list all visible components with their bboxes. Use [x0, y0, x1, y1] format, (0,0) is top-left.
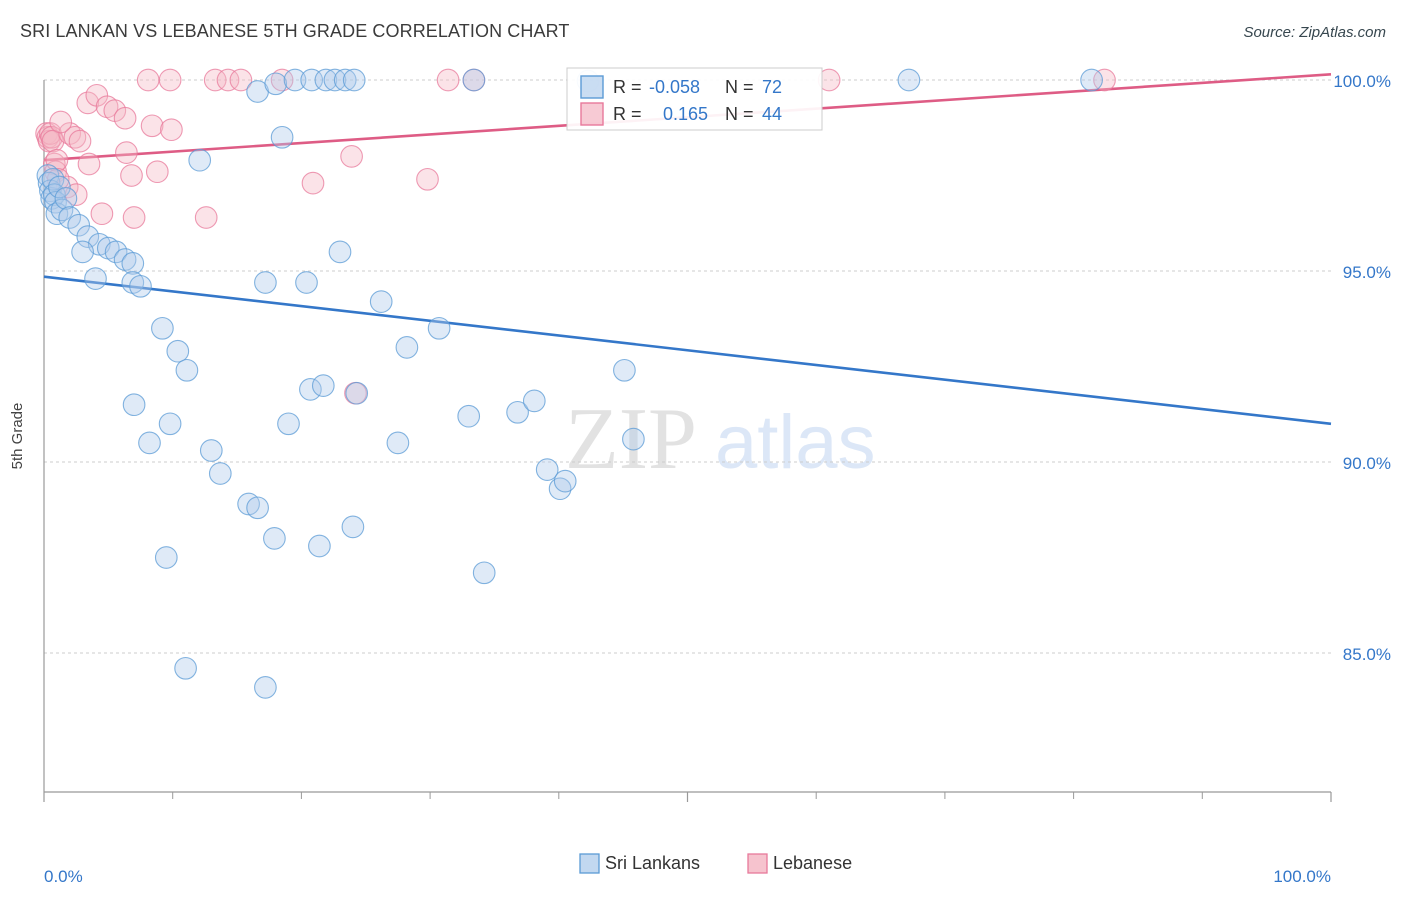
svg-text:N =: N = — [725, 104, 754, 124]
svg-text:100.0%: 100.0% — [1273, 867, 1331, 886]
svg-text:R =: R = — [613, 104, 642, 124]
svg-text:0.0%: 0.0% — [44, 867, 83, 886]
svg-text:N =: N = — [725, 77, 754, 97]
svg-text:atlas: atlas — [715, 400, 876, 485]
svg-text:90.0%: 90.0% — [1343, 454, 1391, 473]
svg-text:R =: R = — [613, 77, 642, 97]
svg-text:100.0%: 100.0% — [1333, 72, 1391, 91]
svg-text:44: 44 — [762, 104, 782, 124]
svg-text:72: 72 — [762, 77, 782, 97]
svg-text:Lebanese: Lebanese — [773, 853, 852, 873]
svg-text:-0.058: -0.058 — [649, 77, 700, 97]
svg-text:95.0%: 95.0% — [1343, 263, 1391, 282]
svg-text:85.0%: 85.0% — [1343, 645, 1391, 664]
svg-text:5th Grade: 5th Grade — [9, 403, 26, 470]
svg-text:Sri Lankans: Sri Lankans — [605, 853, 700, 873]
svg-text:0.165: 0.165 — [663, 104, 708, 124]
